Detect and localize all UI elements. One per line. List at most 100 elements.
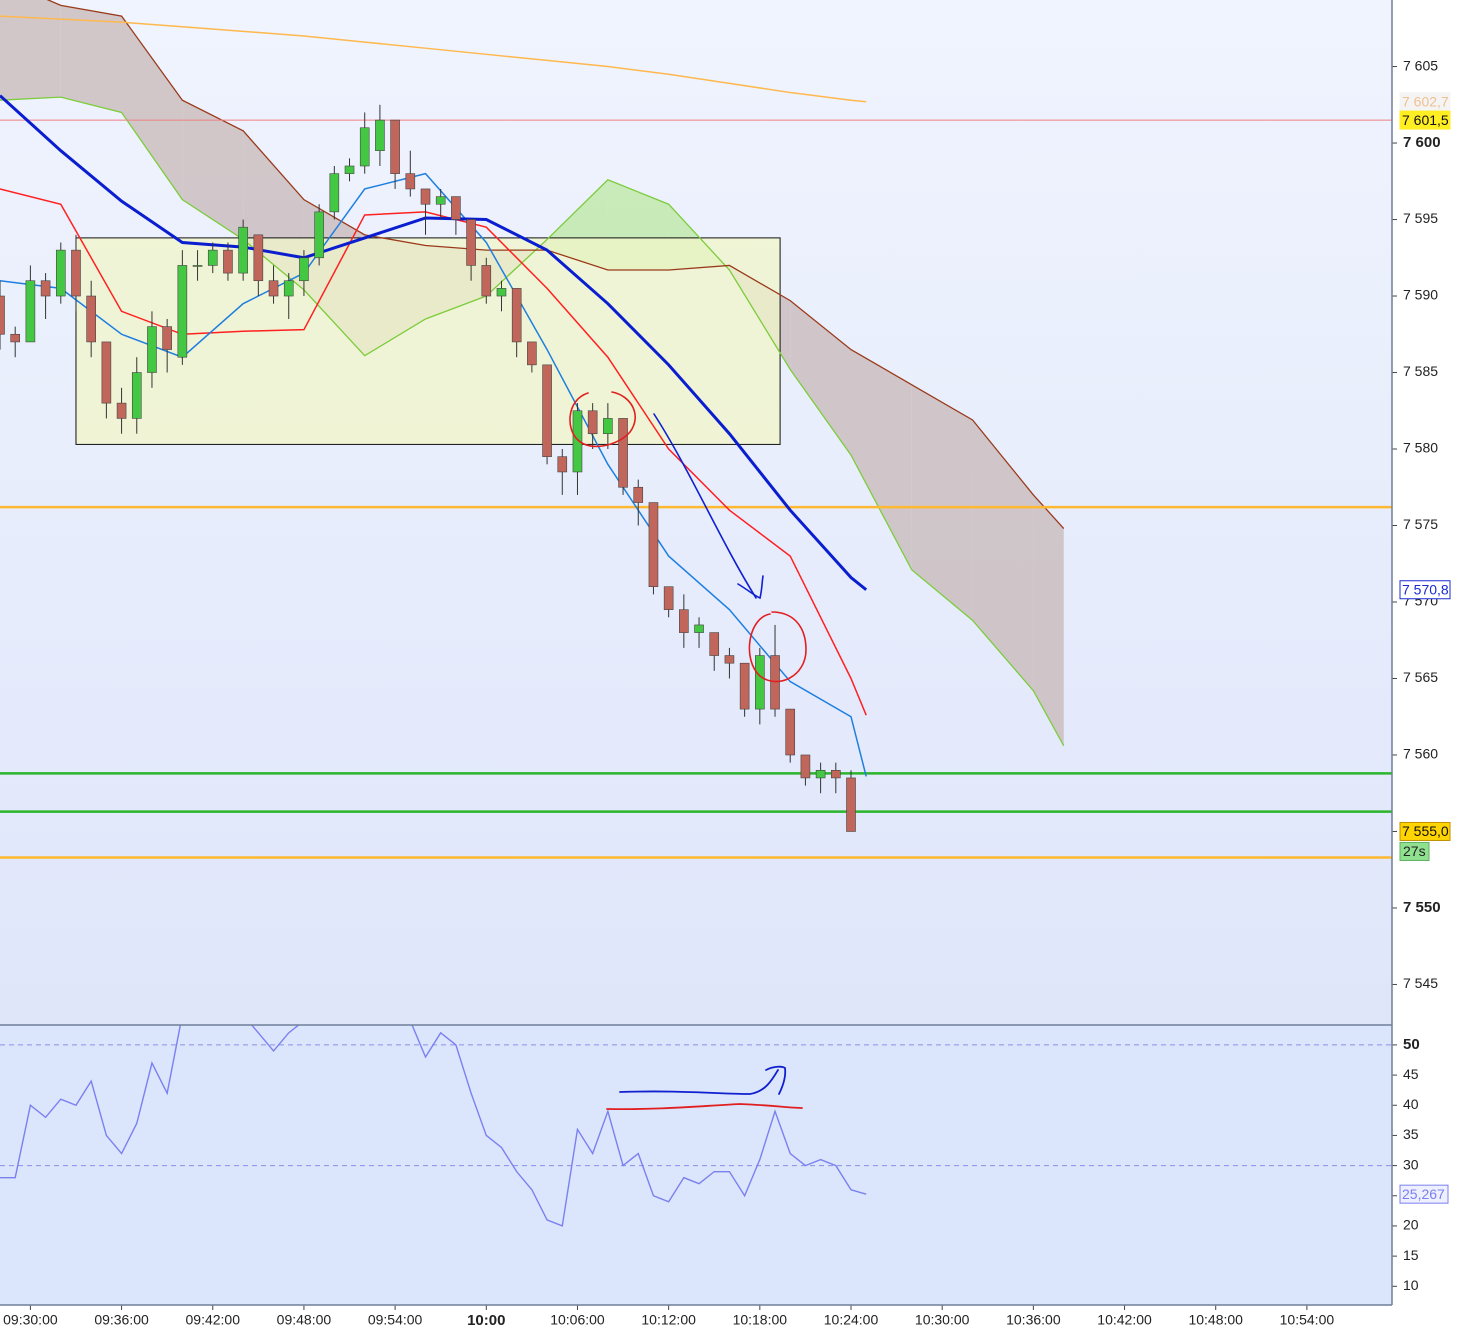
x-tick-label: 10:00: [467, 1312, 505, 1329]
candle-body: [770, 655, 780, 710]
candle-body: [481, 265, 492, 297]
x-tick-label: 10:12:00: [641, 1312, 696, 1328]
y-tick-label: 7 565: [1403, 669, 1438, 685]
cloud-line: [0, 96, 1065, 747]
candle-body: [846, 777, 856, 832]
candle-body: [116, 402, 127, 419]
y-tick-label: 35: [1403, 1126, 1419, 1142]
x-tick-label: 10:36:00: [1006, 1312, 1061, 1328]
y-tick-label: 40: [1403, 1096, 1419, 1112]
candle-body: [299, 257, 309, 282]
candle-body: [0, 295, 5, 335]
oscillator-line: [0, 1025, 867, 1227]
candle-body: [648, 502, 659, 587]
candle-body: [633, 486, 644, 503]
candle-body: [603, 418, 613, 435]
candle-body: [679, 609, 689, 633]
x-tick-label: 10:06:00: [550, 1312, 605, 1328]
candle-body: [55, 249, 66, 297]
candle-body: [694, 624, 704, 633]
y-tick-label: 10: [1403, 1277, 1419, 1293]
candle-body: [71, 249, 81, 297]
candle-body: [511, 288, 522, 343]
candle-body: [238, 226, 248, 274]
candle-body: [466, 219, 476, 266]
candle-body: [268, 280, 279, 297]
candle-body: [192, 265, 203, 267]
y-tick-label: 7 600: [1403, 134, 1441, 151]
candle-body: [831, 769, 841, 779]
y-tick-label: 15: [1403, 1247, 1419, 1263]
candle-body: [542, 364, 552, 457]
candle-body: [557, 456, 568, 473]
y-tick-label: 7 585: [1403, 363, 1438, 379]
cloud-fill: [121, 16, 183, 200]
zone: [75, 237, 781, 445]
timer-box: [1399, 841, 1430, 861]
candle-body: [663, 586, 674, 610]
y-tick-label: 7 560: [1403, 746, 1438, 762]
candle-body: [177, 265, 188, 358]
candle-body: [25, 280, 36, 343]
candle-body: [496, 288, 507, 297]
x-tick-label: 10:42:00: [1097, 1312, 1152, 1328]
cloud-fill: [790, 300, 852, 456]
candle-body: [101, 341, 112, 404]
hand-arrow: [619, 1069, 779, 1095]
candle-body: [207, 249, 218, 266]
oscillator-panel: [0, 1025, 1392, 1305]
price-label: 7 602,7: [1402, 93, 1449, 109]
price-label-box: [1399, 110, 1451, 130]
price-plot: [0, 0, 1392, 859]
price-label: 7 601,5: [1402, 112, 1449, 128]
x-tick-label: 10:30:00: [915, 1312, 970, 1328]
y-tick-label: 7 605: [1403, 57, 1438, 73]
cloud-fill: [182, 100, 244, 240]
cloud-fill: [851, 349, 912, 570]
candle-body: [10, 333, 20, 343]
candle-body: [587, 410, 598, 435]
hand-line: [606, 1103, 803, 1111]
hand-circle: [569, 391, 636, 448]
candle-body: [618, 418, 628, 488]
price-label-box: [1399, 580, 1451, 600]
candle-body: [359, 127, 370, 167]
y-tick-label: 7 595: [1403, 210, 1438, 226]
x-tick-label: 10:48:00: [1188, 1312, 1243, 1328]
candle-body: [724, 655, 735, 664]
x-tick-label: 09:36:00: [94, 1312, 149, 1328]
y-tick-label: 7 575: [1403, 516, 1438, 532]
indicator-line: [0, 15, 867, 103]
candle-body: [329, 173, 340, 213]
value-label-box: [1399, 1184, 1449, 1204]
candle-body: [314, 211, 324, 259]
y-tick-label: 7 580: [1403, 440, 1438, 456]
x-tick-label: 09:42:00: [186, 1312, 241, 1328]
candle-body: [451, 196, 461, 220]
candle-body: [390, 119, 400, 174]
x-tick-label: 10:18:00: [733, 1312, 788, 1328]
hand-arrow: [653, 413, 757, 599]
candle-body: [420, 188, 431, 205]
candle-body: [40, 280, 51, 297]
cloud-fill: [0, 0, 61, 101]
y-tick-label: 7 545: [1403, 975, 1438, 991]
y-tick-label: 50: [1403, 1036, 1420, 1053]
candle-body: [86, 295, 96, 343]
price-label: 7 555,0: [1402, 823, 1449, 839]
price-label: 7 570,8: [1402, 581, 1449, 597]
candle-body: [223, 249, 233, 274]
cloud-fill: [60, 5, 122, 113]
cloud-fill: [911, 384, 973, 621]
candle-body: [344, 165, 355, 174]
candle-body: [572, 410, 583, 473]
timer: 27s: [1403, 843, 1426, 859]
x-tick-label: 10:54:00: [1280, 1312, 1335, 1328]
x-tick-label: 09:54:00: [368, 1312, 423, 1328]
candle-body: [405, 173, 416, 190]
value-label: 25,267: [1402, 1186, 1445, 1202]
y-tick-label: 45: [1403, 1066, 1419, 1082]
